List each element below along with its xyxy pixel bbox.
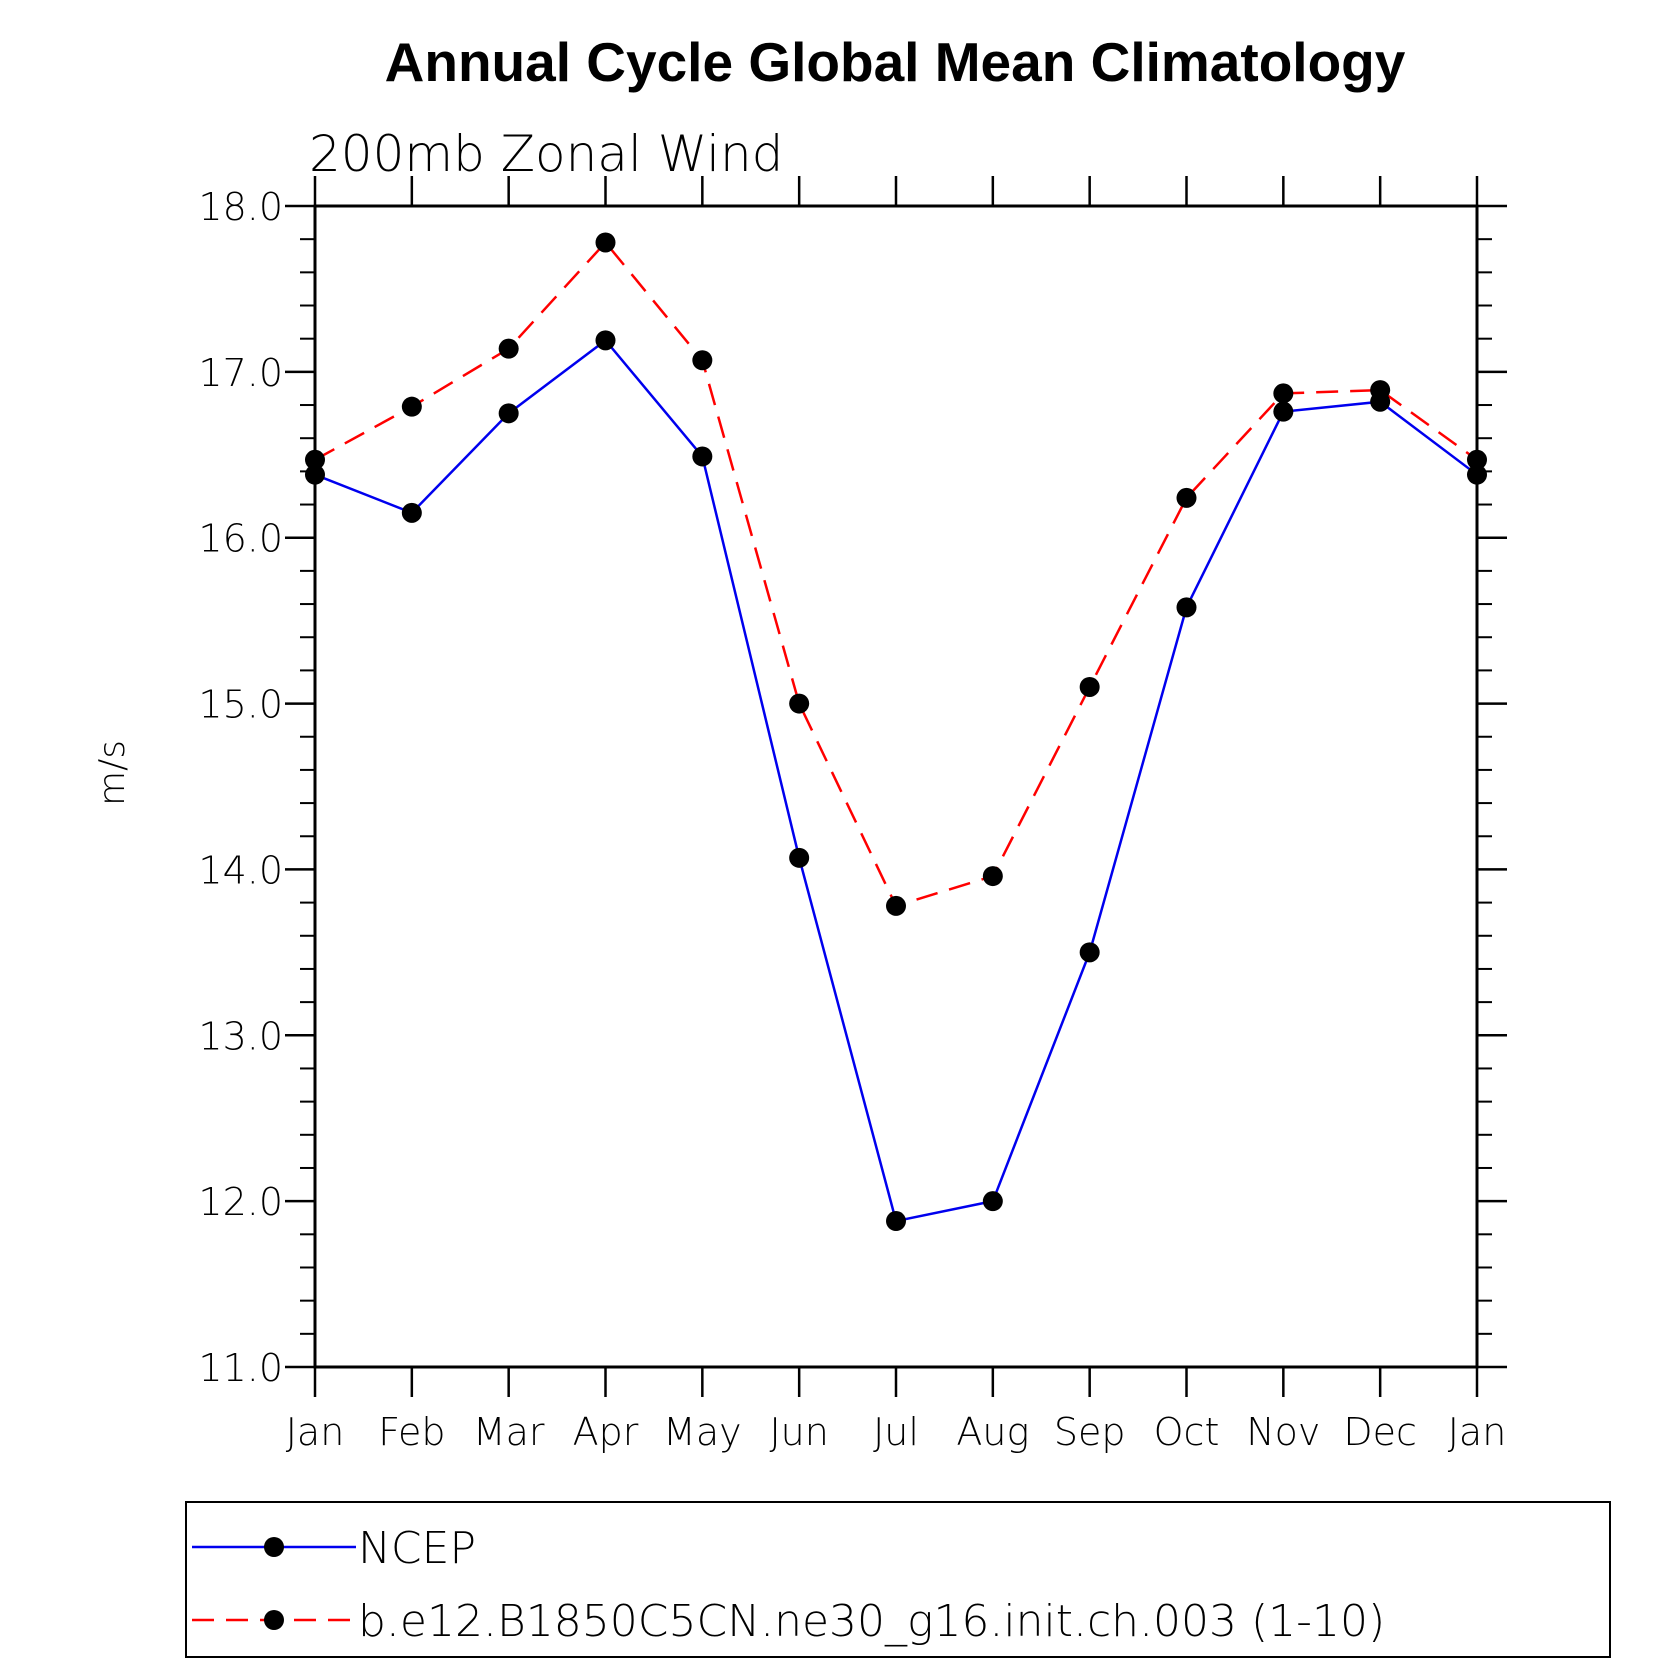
data-point-s0-7 xyxy=(982,1191,1003,1212)
data-point-s1-8 xyxy=(1079,676,1100,697)
data-point-s0-4 xyxy=(692,446,713,467)
data-point-s1-11 xyxy=(1370,380,1391,401)
data-point-s0-8 xyxy=(1079,942,1100,963)
legend: NCEP b.e12.B1850C5CN.ne30_g16.init.ch.00… xyxy=(185,1501,1611,1658)
chart-subtitle: 200mb Zonal Wind xyxy=(309,125,783,183)
y-tick-label: 11.0 xyxy=(198,1346,283,1390)
x-tick-label: Apr xyxy=(573,1410,639,1454)
x-tick-label: Jun xyxy=(769,1410,828,1454)
data-point-s1-1 xyxy=(401,396,422,417)
x-tick-label: Feb xyxy=(378,1410,445,1454)
x-tick-label: Jul xyxy=(873,1410,919,1454)
legend-marker-model xyxy=(264,1610,284,1630)
y-axis: 11.0 12.0 13.0 14.0 15.0 16.0 17.0 18.0 xyxy=(198,185,1507,1390)
data-point-s1-9 xyxy=(1176,487,1197,508)
x-tick-label: May xyxy=(663,1410,742,1454)
x-tick-label: Oct xyxy=(1154,1410,1220,1454)
series-line-1 xyxy=(314,240,1478,908)
data-point-s1-10 xyxy=(1273,383,1294,404)
x-tick-label: Aug xyxy=(956,1410,1029,1454)
y-tick-label: 17.0 xyxy=(198,351,283,395)
data-point-s0-10 xyxy=(1273,401,1294,422)
plot-frame xyxy=(313,204,1479,1369)
legend-label-model: b.e12.B1850C5CN.ne30_g16.init.ch.003 (1-… xyxy=(358,1596,1385,1647)
data-point-s1-6 xyxy=(886,895,906,916)
data-point-s1-3 xyxy=(595,232,616,253)
legend-marker-ncep xyxy=(264,1537,284,1557)
x-axis: Jan Feb Mar Apr May Jun Jul Aug Sep Oct Nov Dec Jan xyxy=(286,176,1507,1454)
series-lines xyxy=(314,240,1478,1223)
legend-box xyxy=(185,1501,1611,1658)
data-point-s0-9 xyxy=(1176,597,1197,618)
data-point-s0-2 xyxy=(498,403,519,424)
y-tick-label: 13.0 xyxy=(198,1014,283,1058)
y-axis-label: m/s xyxy=(92,740,133,806)
x-tick-label: Dec xyxy=(1343,1410,1417,1454)
x-tick-label: Nov xyxy=(1246,1410,1320,1454)
data-point-s1-4 xyxy=(692,350,713,371)
x-tick-label: Jan xyxy=(1448,1410,1507,1454)
data-point-s0-5 xyxy=(789,847,810,868)
series-line-0 xyxy=(314,338,1478,1223)
x-tick-label: Mar xyxy=(473,1410,545,1454)
data-point-s0-6 xyxy=(886,1211,906,1232)
y-tick-label: 14.0 xyxy=(198,848,283,892)
data-point-s1-7 xyxy=(982,866,1003,887)
chart-title: Annual Cycle Global Mean Climatology xyxy=(385,31,1406,93)
y-tick-label: 15.0 xyxy=(198,683,283,727)
x-tick-label: Jan xyxy=(286,1410,345,1454)
y-tick-label: 12.0 xyxy=(198,1180,283,1224)
y-tick-label: 18.0 xyxy=(198,185,283,229)
x-tick-label: Sep xyxy=(1054,1410,1126,1454)
legend-label-ncep: NCEP xyxy=(358,1523,476,1574)
series-markers xyxy=(305,232,1487,1232)
data-point-s0-3 xyxy=(595,330,616,351)
data-point-s1-2 xyxy=(498,338,519,359)
data-point-s1-5 xyxy=(789,693,810,714)
y-tick-label: 16.0 xyxy=(198,517,283,561)
data-point-s0-1 xyxy=(401,502,422,523)
